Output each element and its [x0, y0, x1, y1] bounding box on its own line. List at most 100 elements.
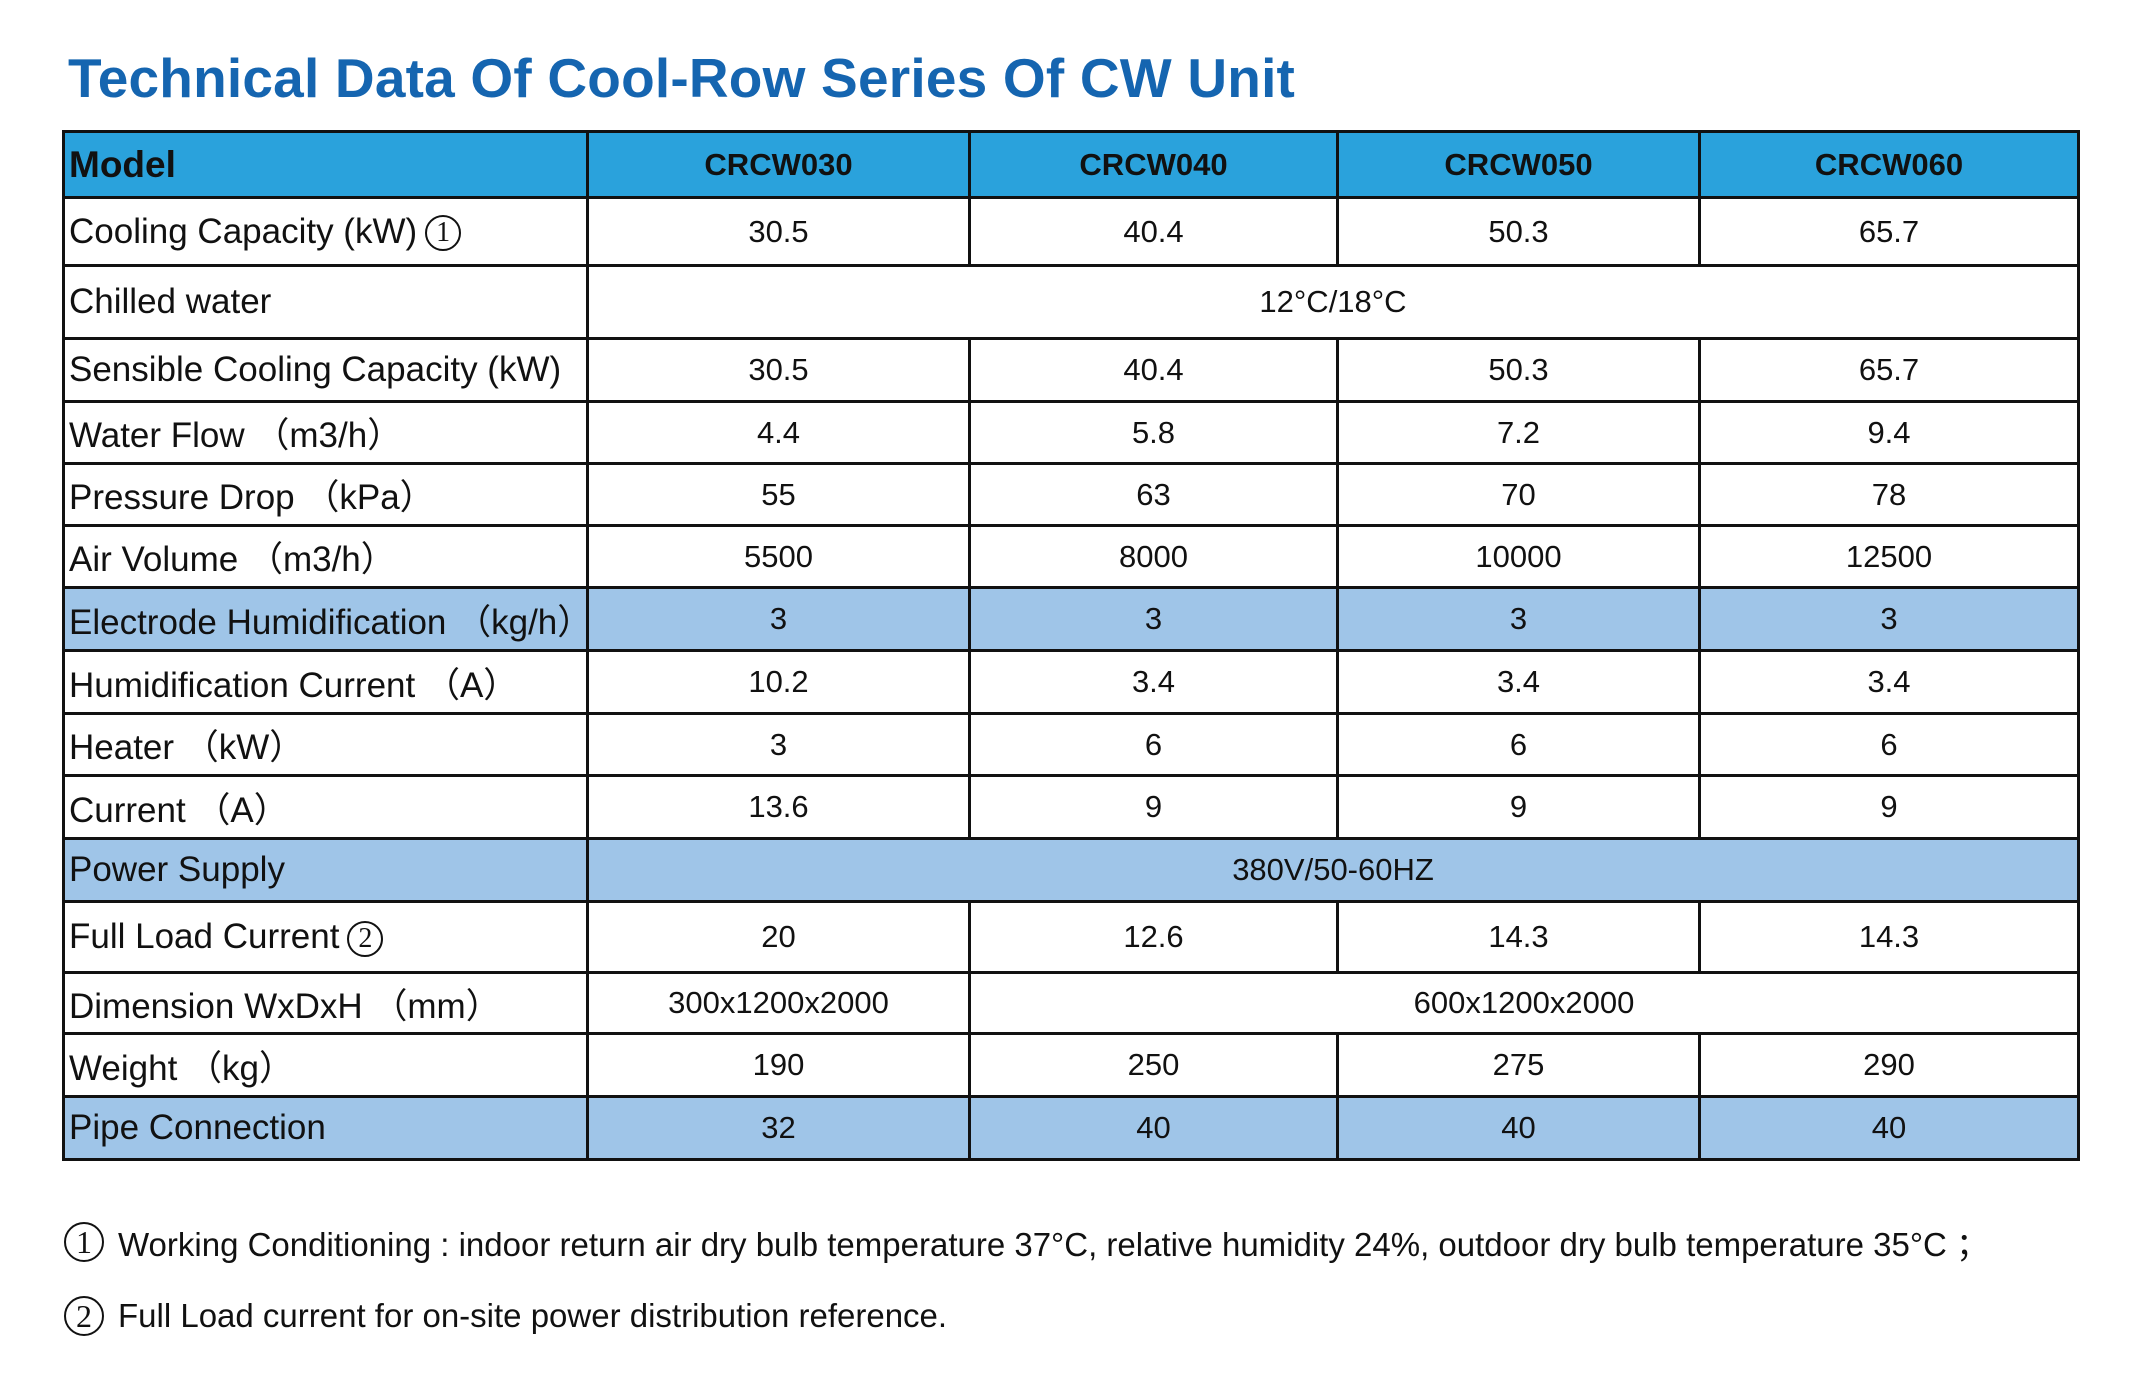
cell-value: 380V/50-60HZ	[586, 837, 2080, 903]
cell-value: 290	[1698, 1032, 2080, 1098]
table-header-row: Model CRCW030 CRCW040 CRCW050 CRCW060	[62, 130, 2080, 199]
cell-value: 65.7	[1698, 337, 2080, 403]
cell-value: 50.3	[1336, 196, 1701, 267]
cell-value: 20	[586, 900, 971, 974]
cell-value: 5.8	[968, 400, 1339, 465]
cell-value: 3	[1698, 586, 2080, 652]
cell-value: 78	[1698, 462, 2080, 527]
row-label: Water Flow （m3/h）	[62, 400, 589, 465]
row-label: Cooling Capacity (kW) 1	[62, 196, 589, 267]
row-label: Pipe Connection	[62, 1095, 589, 1161]
cell-value: 9	[968, 774, 1339, 840]
footnote-marker-1: 1	[64, 1222, 104, 1262]
cell-value: 14.3	[1336, 900, 1701, 974]
cell-value: 65.7	[1698, 196, 2080, 267]
cell-value: 30.5	[586, 337, 971, 403]
model-crcw040-header: CRCW040	[968, 130, 1339, 199]
row-full-load-current: Full Load Current 2 20 12.6 14.3 14.3	[62, 900, 2080, 974]
cell-value: 12.6	[968, 900, 1339, 974]
cell-value: 6	[968, 712, 1339, 777]
row-air-volume: Air Volume （m3/h） 5500 8000 10000 12500	[62, 524, 2080, 589]
footnote-text: Working Conditioning : indoor return air…	[118, 1226, 1990, 1263]
cell-value: 3.4	[1336, 649, 1701, 715]
row-label: Humidification Current （A）	[62, 649, 589, 715]
cell-value: 4.4	[586, 400, 971, 465]
model-crcw050-header: CRCW050	[1336, 130, 1701, 199]
cell-value: 3.4	[968, 649, 1339, 715]
row-power-supply: Power Supply 380V/50-60HZ	[62, 837, 2080, 903]
cell-value: 63	[968, 462, 1339, 527]
cell-value: 40	[968, 1095, 1339, 1161]
footnote-2: 2 Full Load current for on-site power di…	[64, 1296, 2104, 1336]
row-pressure-drop: Pressure Drop （kPa） 55 63 70 78	[62, 462, 2080, 527]
cell-value: 3	[1336, 586, 1701, 652]
cell-value: 3	[586, 712, 971, 777]
technical-data-table: Model CRCW030 CRCW040 CRCW050 CRCW060 Co…	[62, 130, 2080, 1161]
row-label: Current （A）	[62, 774, 589, 840]
cell-value: 30.5	[586, 196, 971, 267]
row-electrode-humidification: Electrode Humidification （kg/h） 3 3 3 3	[62, 586, 2080, 652]
model-crcw060-header: CRCW060	[1698, 130, 2080, 199]
cell-value: 3	[968, 586, 1339, 652]
cell-value: 6	[1336, 712, 1701, 777]
page-title: Technical Data Of Cool-Row Series Of CW …	[68, 47, 1296, 109]
row-label: Power Supply	[62, 837, 589, 903]
cell-value: 70	[1336, 462, 1701, 527]
cell-value: 32	[586, 1095, 971, 1161]
model-header: Model	[62, 130, 589, 199]
row-cooling-capacity: Cooling Capacity (kW) 1 30.5 40.4 50.3 65…	[62, 196, 2080, 267]
row-label: Sensible Cooling Capacity (kW)	[62, 337, 589, 403]
cell-value: 14.3	[1698, 900, 2080, 974]
row-heater: Heater （kW） 3 6 6 6	[62, 712, 2080, 777]
row-label: Dimension WxDxH （mm）	[62, 971, 589, 1035]
cell-value: 10000	[1336, 524, 1701, 589]
footnotes: 1 Working Conditioning : indoor return a…	[64, 1218, 2104, 1336]
note-marker-2: 2	[347, 920, 384, 957]
cell-value: 40	[1336, 1095, 1701, 1161]
cell-value: 3	[586, 586, 971, 652]
row-label: Chilled water	[62, 264, 589, 340]
row-label: Electrode Humidification （kg/h）	[62, 586, 589, 652]
cell-value: 9.4	[1698, 400, 2080, 465]
row-dimension: Dimension WxDxH （mm） 300x1200x2000 600x1…	[62, 971, 2080, 1035]
cell-value: 40	[1698, 1095, 2080, 1161]
footnote-text: Full Load current for on-site power dist…	[118, 1297, 948, 1334]
cell-value: 40.4	[968, 337, 1339, 403]
cell-value: 250	[968, 1032, 1339, 1098]
row-label: Heater （kW）	[62, 712, 589, 777]
row-water-flow: Water Flow （m3/h） 4.4 5.8 7.2 9.4	[62, 400, 2080, 465]
cell-value: 12500	[1698, 524, 2080, 589]
cell-value: 7.2	[1336, 400, 1701, 465]
row-label: Pressure Drop （kPa）	[62, 462, 589, 527]
row-current: Current （A） 13.6 9 9 9	[62, 774, 2080, 840]
row-chilled-water: Chilled water 12°C/18°C	[62, 264, 2080, 340]
cell-value: 190	[586, 1032, 971, 1098]
row-label: Air Volume （m3/h）	[62, 524, 589, 589]
row-label: Weight （kg）	[62, 1032, 589, 1098]
model-crcw030-header: CRCW030	[586, 130, 971, 199]
cell-value: 50.3	[1336, 337, 1701, 403]
cell-value: 55	[586, 462, 971, 527]
cell-value: 8000	[968, 524, 1339, 589]
row-label: Full Load Current 2	[62, 900, 589, 974]
footnote-marker-2: 2	[64, 1296, 104, 1336]
cell-value: 9	[1336, 774, 1701, 840]
label-text: Cooling Capacity (kW)	[69, 211, 418, 251]
cell-value: 10.2	[586, 649, 971, 715]
row-pipe-connection: Pipe Connection 32 40 40 40	[62, 1095, 2080, 1161]
footnote-1: 1 Working Conditioning : indoor return a…	[64, 1218, 2104, 1266]
cell-value: 12°C/18°C	[586, 264, 2080, 340]
cell-value: 5500	[586, 524, 971, 589]
cell-value: 275	[1336, 1032, 1701, 1098]
row-sensible-cooling: Sensible Cooling Capacity (kW) 30.5 40.4…	[62, 337, 2080, 403]
cell-value: 300x1200x2000	[586, 971, 971, 1035]
cell-value: 9	[1698, 774, 2080, 840]
cell-value: 6	[1698, 712, 2080, 777]
cell-value: 3.4	[1698, 649, 2080, 715]
label-text: Full Load Current	[69, 917, 340, 956]
cell-value: 40.4	[968, 196, 1339, 267]
row-humidification-current: Humidification Current （A） 10.2 3.4 3.4 …	[62, 649, 2080, 715]
cell-value: 600x1200x2000	[968, 971, 2080, 1035]
row-weight: Weight （kg） 190 250 275 290	[62, 1032, 2080, 1098]
cell-value: 13.6	[586, 774, 971, 840]
